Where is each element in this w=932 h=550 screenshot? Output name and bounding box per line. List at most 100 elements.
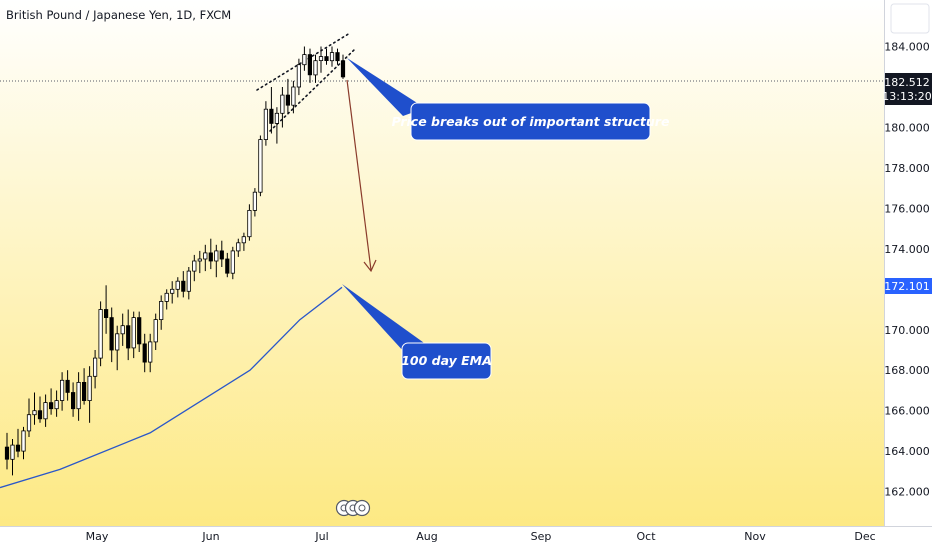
candle-body-bearish xyxy=(109,317,114,351)
ema-100-line xyxy=(0,286,343,489)
candle[interactable] xyxy=(236,238,241,257)
candle-body-bullish xyxy=(10,444,15,460)
top-right-widget[interactable] xyxy=(890,3,930,34)
time-tick-label: Jun xyxy=(201,530,219,543)
candle[interactable] xyxy=(302,46,307,71)
time-tick-label: Nov xyxy=(744,530,766,543)
candle[interactable] xyxy=(32,392,37,425)
candle[interactable] xyxy=(263,101,269,146)
candle[interactable] xyxy=(98,301,103,367)
chart-title: British Pound / Japanese Yen, 1D, FXCM xyxy=(6,8,231,22)
candle[interactable] xyxy=(49,388,54,415)
price-tick-label: 178.000 xyxy=(884,162,930,175)
candle[interactable] xyxy=(296,58,302,96)
candle-body-bullish xyxy=(313,60,318,76)
candle-body-bearish xyxy=(71,392,76,410)
candle[interactable] xyxy=(82,368,87,405)
candle[interactable] xyxy=(93,350,98,389)
candle[interactable] xyxy=(54,390,59,417)
candle-body-bullish xyxy=(115,333,120,351)
ema-callout[interactable]: 100 day EMA xyxy=(342,284,492,380)
candle[interactable] xyxy=(87,366,92,423)
candle[interactable] xyxy=(324,48,329,65)
candle[interactable] xyxy=(71,382,76,417)
price-tick-label: 168.000 xyxy=(884,364,930,377)
candle[interactable] xyxy=(280,87,285,128)
candle[interactable] xyxy=(37,396,43,423)
candle[interactable] xyxy=(318,46,324,73)
candle[interactable] xyxy=(175,277,180,298)
candle[interactable] xyxy=(197,250,202,274)
candle[interactable] xyxy=(10,439,15,476)
candle[interactable] xyxy=(230,246,235,280)
candle[interactable] xyxy=(335,48,340,65)
candle-body-bearish xyxy=(65,379,70,393)
candle-body-bearish xyxy=(324,56,329,61)
candle[interactable] xyxy=(60,372,65,411)
candle[interactable] xyxy=(43,394,48,427)
candle[interactable] xyxy=(181,271,186,298)
candle[interactable] xyxy=(313,54,318,83)
plot-background xyxy=(0,0,884,526)
candle[interactable] xyxy=(142,333,147,373)
candle-body-bearish xyxy=(126,325,131,349)
candle-body-bearish xyxy=(269,108,274,124)
candle[interactable] xyxy=(65,370,70,401)
breakout-callout[interactable]: Price breaks out of important structure xyxy=(347,58,669,141)
candle[interactable] xyxy=(241,232,246,251)
candle[interactable] xyxy=(148,333,153,373)
candle-body-bullish xyxy=(120,325,125,335)
candle-body-bullish xyxy=(197,258,202,262)
candle[interactable] xyxy=(21,426,26,460)
ema-callout-text: 100 day EMA xyxy=(401,353,492,368)
breakout-callout-box xyxy=(410,102,651,141)
event-badges[interactable] xyxy=(335,499,371,517)
candle[interactable] xyxy=(225,252,230,278)
candle[interactable] xyxy=(329,46,335,67)
candle[interactable] xyxy=(76,372,81,421)
candle[interactable] xyxy=(170,281,175,304)
candle[interactable] xyxy=(115,325,120,371)
candle[interactable] xyxy=(15,428,21,458)
candle-body-bearish xyxy=(49,402,54,410)
candle[interactable] xyxy=(159,295,164,330)
candle-body-bullish xyxy=(148,341,153,363)
candle[interactable] xyxy=(186,267,191,300)
candle[interactable] xyxy=(208,238,213,270)
time-axis-background xyxy=(0,526,932,550)
candle-body-bearish xyxy=(285,94,291,106)
candle[interactable] xyxy=(285,78,291,114)
candle[interactable] xyxy=(131,311,136,359)
candle[interactable] xyxy=(4,432,10,470)
candle[interactable] xyxy=(153,313,158,350)
candle[interactable] xyxy=(109,307,114,363)
ema-value-tag: 172.101 xyxy=(884,278,932,294)
candle[interactable] xyxy=(340,54,346,79)
current-price-tag: 182.512 13:13:20 xyxy=(882,73,932,105)
candle[interactable] xyxy=(203,244,208,272)
candle[interactable] xyxy=(192,254,197,282)
price-tick-label: 166.000 xyxy=(884,405,930,418)
candle-body-bullish xyxy=(153,319,158,343)
candle[interactable] xyxy=(126,309,131,361)
time-tick-label: Jul xyxy=(314,530,328,543)
candle[interactable] xyxy=(26,398,32,438)
candles-layer xyxy=(4,46,346,476)
candle[interactable] xyxy=(120,313,125,346)
candle-body-bullish xyxy=(175,280,180,290)
candle[interactable] xyxy=(291,80,296,114)
candle[interactable] xyxy=(269,87,274,134)
candle[interactable] xyxy=(274,107,280,144)
candle[interactable] xyxy=(258,135,263,197)
candle[interactable] xyxy=(219,240,224,267)
candle[interactable] xyxy=(164,289,169,310)
candle[interactable] xyxy=(214,244,219,278)
candle-body-bullish xyxy=(318,56,324,61)
candle[interactable] xyxy=(247,204,252,241)
ema-callout-box xyxy=(401,342,492,380)
candle[interactable] xyxy=(252,188,257,217)
candle[interactable] xyxy=(137,311,142,352)
candle[interactable] xyxy=(104,285,109,334)
candle[interactable] xyxy=(307,48,313,83)
